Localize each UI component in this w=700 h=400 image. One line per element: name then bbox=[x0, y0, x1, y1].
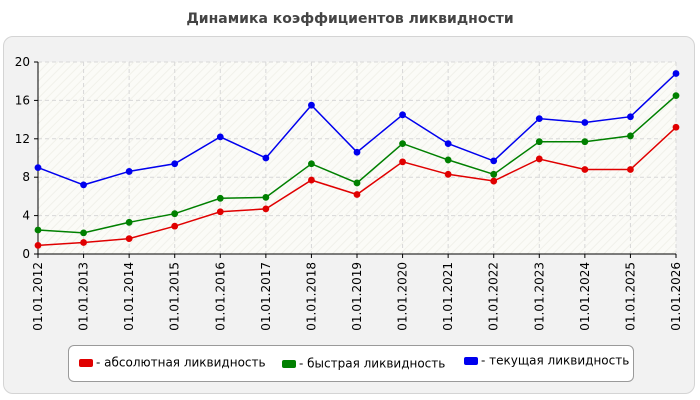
data-point bbox=[262, 193, 270, 201]
data-point bbox=[581, 166, 589, 173]
data-point bbox=[672, 92, 680, 99]
legend-label-quick: - быстрая ликвидность bbox=[299, 356, 446, 371]
data-point bbox=[672, 70, 680, 77]
data-point bbox=[34, 226, 42, 234]
y-tick-label: 12 bbox=[15, 132, 30, 146]
data-point bbox=[80, 239, 87, 246]
data-point bbox=[125, 218, 133, 226]
series-2 bbox=[34, 70, 680, 189]
data-point bbox=[490, 170, 498, 178]
data-point bbox=[627, 132, 634, 140]
y-tick-label: 16 bbox=[15, 93, 30, 107]
data-point bbox=[308, 101, 315, 109]
legend-swatch-quick bbox=[282, 359, 296, 368]
data-point bbox=[627, 166, 634, 173]
data-point bbox=[444, 156, 452, 164]
x-tick-label: 01.01.2024 bbox=[578, 262, 592, 331]
data-point bbox=[34, 164, 42, 172]
legend: - абсолютная ликвидность - быстрая ликви… bbox=[68, 345, 634, 382]
chart-title: Динамика коэффициентов ликвидности bbox=[186, 11, 514, 27]
data-point bbox=[125, 168, 133, 175]
x-tick-label: 01.01.2017 bbox=[259, 262, 273, 331]
data-point bbox=[171, 210, 179, 218]
legend-item-current: - текущая ликвидность bbox=[464, 353, 629, 368]
x-tick-label: 01.01.2015 bbox=[168, 262, 182, 331]
data-point bbox=[627, 113, 634, 121]
series-lines bbox=[34, 70, 680, 249]
data-point bbox=[535, 155, 543, 163]
axes bbox=[34, 61, 677, 258]
data-point bbox=[216, 194, 224, 202]
data-point bbox=[80, 181, 87, 189]
data-point bbox=[444, 140, 452, 148]
data-point bbox=[353, 179, 361, 187]
y-tick-label: 8 bbox=[22, 170, 30, 184]
x-tick-label: 01.01.2019 bbox=[350, 262, 364, 331]
data-point bbox=[490, 157, 498, 165]
data-point bbox=[535, 115, 543, 123]
y-tick-label: 0 bbox=[22, 247, 30, 261]
data-point bbox=[262, 154, 270, 162]
data-point bbox=[399, 140, 406, 148]
data-point bbox=[399, 111, 406, 119]
data-point bbox=[353, 148, 361, 156]
x-tick-label: 01.01.2014 bbox=[122, 262, 136, 331]
x-tick-label: 01.01.2016 bbox=[213, 262, 227, 331]
data-point bbox=[308, 160, 315, 168]
legend-item-absolute: - абсолютная ликвидность bbox=[79, 355, 266, 370]
x-tick-label: 01.01.2018 bbox=[304, 262, 318, 331]
x-tick-label: 01.01.2013 bbox=[77, 262, 91, 331]
data-point bbox=[216, 133, 224, 141]
data-point bbox=[308, 176, 315, 184]
x-tick-label: 01.01.2021 bbox=[441, 262, 455, 331]
series-0 bbox=[34, 123, 680, 249]
data-point bbox=[262, 205, 270, 213]
x-tick-label: 01.01.2020 bbox=[396, 262, 410, 331]
legend-swatch-absolute bbox=[79, 358, 93, 367]
y-tick-label: 4 bbox=[22, 209, 30, 223]
x-tick-labels: 01.01.2012 01.01.2013 01.01.2014 01.01.2015… bbox=[31, 262, 683, 331]
data-point bbox=[581, 138, 589, 146]
data-point bbox=[399, 158, 406, 166]
data-point bbox=[171, 222, 179, 230]
legend-swatch-current bbox=[464, 356, 478, 365]
data-point bbox=[490, 177, 498, 185]
grid-lines bbox=[38, 61, 677, 254]
y-tick-label: 20 bbox=[15, 55, 30, 69]
x-tick-label: 01.01.2022 bbox=[487, 262, 501, 331]
legend-item-quick: - быстрая ликвидность bbox=[282, 356, 445, 371]
y-tick-labels: 0 4 8 12 16 20 bbox=[15, 55, 30, 261]
x-tick-label: 01.01.2012 bbox=[31, 262, 45, 331]
data-point bbox=[535, 138, 543, 146]
data-point bbox=[80, 229, 87, 237]
data-point bbox=[581, 119, 589, 126]
legend-label-current: - текущая ликвидность bbox=[481, 353, 630, 368]
x-tick-label: 01.01.2025 bbox=[623, 262, 637, 331]
data-point bbox=[171, 160, 179, 168]
data-point bbox=[34, 241, 42, 249]
data-point bbox=[125, 235, 133, 243]
data-point bbox=[353, 191, 361, 198]
legend-label-absolute: - абсолютная ликвидность bbox=[96, 355, 266, 370]
x-tick-label: 01.01.2026 bbox=[669, 262, 683, 331]
series-1 bbox=[34, 92, 680, 237]
data-point bbox=[672, 123, 680, 131]
data-point bbox=[444, 170, 452, 178]
data-point bbox=[216, 208, 224, 216]
x-tick-label: 01.01.2023 bbox=[532, 262, 546, 331]
